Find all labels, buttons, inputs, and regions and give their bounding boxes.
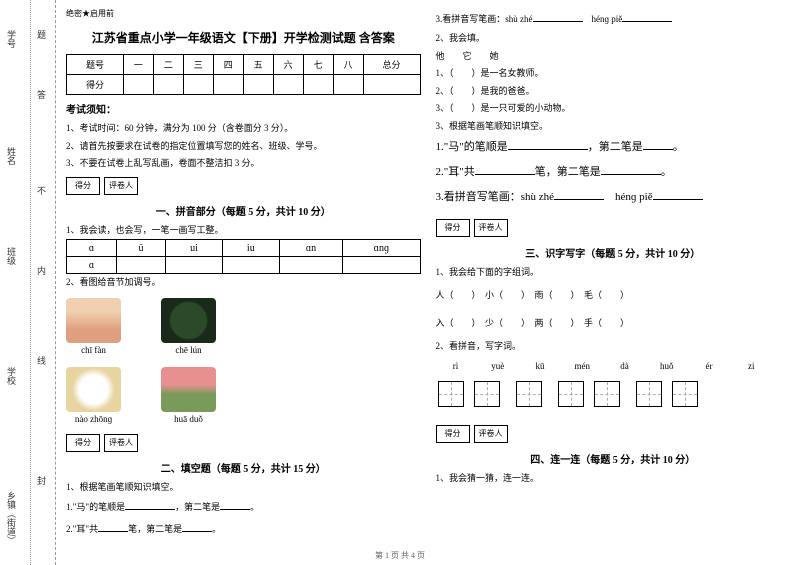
part-1-title: 一、拼音部分（每题 5 分，共计 10 分） bbox=[66, 203, 421, 218]
binding-num: 学号 bbox=[5, 30, 18, 48]
q2-2: 2、我会填。 bbox=[436, 32, 791, 46]
left-column: 绝密★启用前 江苏省重点小学一年级语文【下册】开学检测试题 含答案 题号一 二三… bbox=[66, 8, 421, 565]
score-box-1: 得分评卷人 bbox=[66, 177, 421, 195]
q2-1: 1、根据笔画笔顺知识填空。 bbox=[66, 481, 421, 495]
seal-5: 答 bbox=[35, 90, 48, 99]
page-footer: 第 1 页 共 4 页 bbox=[0, 550, 800, 561]
q2-3top: 3.看拼音写笔画：shù zhé hénɡ piě bbox=[436, 11, 791, 27]
q1-1: 1、我会读，也会写，一笔一画写工整。 bbox=[66, 224, 421, 238]
q3-1b: 入（ ） 少（ ） 两（ ） 手（ ） bbox=[436, 316, 791, 331]
secret-label: 绝密★启用前 bbox=[66, 8, 421, 19]
q4-1: 1、我会猜一猜，连一连。 bbox=[436, 472, 791, 486]
q2-1d: 2."耳"共笔，第二笔是。 bbox=[66, 521, 421, 537]
binding-school: 学校 bbox=[5, 367, 18, 385]
q3-1a: 人（ ） 小（ ） 雨（ ） 毛（ ） bbox=[436, 288, 791, 303]
binding-town: 乡镇（街道） bbox=[5, 491, 18, 545]
img-wheel bbox=[161, 298, 216, 343]
binding-margin: 乡镇（街道） 学校 班级 姓名 学号 封 线 内 不 答 题 bbox=[0, 0, 56, 565]
binding-name: 姓名 bbox=[5, 147, 18, 165]
score-table: 题号一 二三 四五 六七 八总分 得分 bbox=[66, 54, 421, 95]
pinyin-table: ɑüuiiuɑnɑnɡ ɑ bbox=[66, 239, 421, 274]
paper-title: 江苏省重点小学一年级语文【下册】开学检测试题 含答案 bbox=[66, 29, 421, 46]
q2-3c: 2."耳"共笔，第二笔是。 bbox=[436, 163, 791, 182]
seal-6: 题 bbox=[35, 30, 48, 39]
instructions-head: 考试须知： bbox=[66, 101, 421, 116]
char-boxes bbox=[436, 381, 791, 407]
img-eating bbox=[66, 298, 121, 343]
score-box-3: 得分评卷人 bbox=[436, 219, 791, 237]
part-4-title: 四、连一连（每题 5 分，共计 10 分） bbox=[436, 451, 791, 466]
q2-3t: 3、根据笔画笔顺知识填空。 bbox=[436, 120, 791, 134]
img-clock bbox=[66, 367, 121, 412]
q3-2: 2、看拼音，写字词。 bbox=[436, 340, 791, 354]
q2-2h: 他 它 她 bbox=[436, 50, 791, 64]
instruction-2: 2、请首先按要求在试卷的指定位置填写您的姓名、班级、学号。 bbox=[66, 140, 421, 154]
part-3-title: 三、识字写字（每题 5 分，共计 10 分） bbox=[436, 245, 791, 260]
score-box-4: 得分评卷人 bbox=[436, 425, 791, 443]
img-flower bbox=[161, 367, 216, 412]
q2-2b: 2、（ ）是我的爸爸。 bbox=[436, 85, 791, 99]
instruction-3: 3、不要在试卷上乱写乱画，卷面不整洁扣 3 分。 bbox=[66, 157, 421, 171]
part-2-title: 二、填空题（每题 5 分，共计 15 分） bbox=[66, 460, 421, 475]
q2-2a: 1、（ ）是一名女教师。 bbox=[436, 67, 791, 81]
instruction-1: 1、考试时间：60 分钟，满分为 100 分（含卷面分 3 分）。 bbox=[66, 122, 421, 136]
q3-2-pinyin: rì yuè kū mén dà huǒ ér zi bbox=[436, 359, 791, 374]
binding-class: 班级 bbox=[5, 247, 18, 265]
seal-4: 不 bbox=[35, 186, 48, 195]
q2-2c: 3、（ ）是一只可爱的小动物。 bbox=[436, 102, 791, 116]
q1-2: 2、看图给音节加调号。 bbox=[66, 276, 421, 290]
seal-1: 封 bbox=[35, 476, 48, 485]
q2-3d: 3.看拼音写笔画：shù zhé hénɡ piě bbox=[436, 188, 791, 207]
q2-1a: 1."马"的笔顺是，第二笔是。 bbox=[66, 499, 421, 515]
seal-2: 线 bbox=[35, 356, 48, 365]
right-column: 3.看拼音写笔画：shù zhé hénɡ piě 2、我会填。 他 它 她 1… bbox=[436, 8, 791, 565]
score-box-2: 得分评卷人 bbox=[66, 434, 421, 452]
seal-3: 内 bbox=[35, 266, 48, 275]
q2-3a: 1."马"的笔顺是，第二笔是。 bbox=[436, 138, 791, 157]
q3-1: 1、我会给下面的字组词。 bbox=[436, 266, 791, 280]
